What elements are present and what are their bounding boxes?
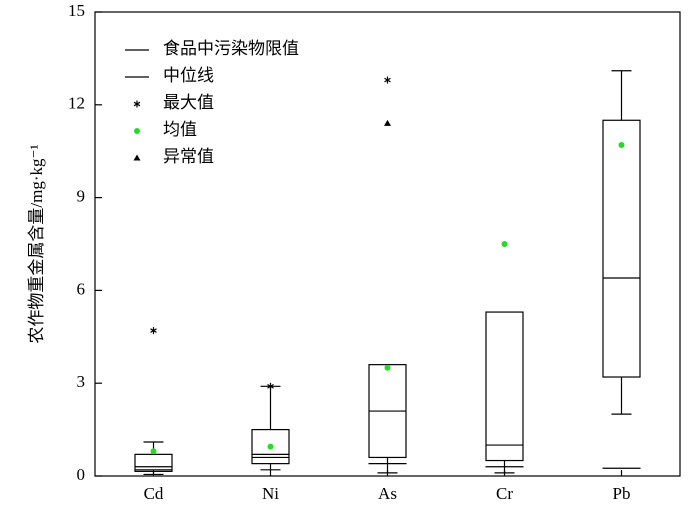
legend-mean	[134, 128, 140, 134]
y-tick-label: 12	[68, 94, 85, 113]
max-stroke	[384, 77, 391, 83]
legend-label: 均值	[163, 120, 197, 139]
max-marker	[267, 382, 274, 390]
y-tick-label: 6	[77, 279, 86, 298]
max-stroke	[133, 101, 141, 107]
max-stroke	[267, 383, 274, 389]
legend-label: 中位线	[163, 66, 214, 85]
mean	[618, 142, 625, 149]
x-tick-label: Cr	[496, 484, 513, 503]
y-tick-label: 0	[77, 465, 86, 484]
box	[134, 453, 173, 472]
y-tick-label: 15	[68, 1, 85, 20]
mean	[150, 448, 157, 455]
x-tick-label: Cd	[144, 484, 164, 503]
box	[251, 429, 290, 465]
x-tick-label: As	[378, 484, 397, 503]
max-marker	[384, 76, 391, 84]
box	[485, 311, 524, 462]
legend-outlier	[133, 154, 141, 161]
max-marker	[133, 100, 141, 108]
box	[602, 119, 641, 378]
y-tick-label: 9	[77, 187, 86, 206]
max-stroke	[150, 328, 157, 333]
mean	[384, 364, 391, 371]
x-tick-label: Pb	[613, 484, 631, 503]
mean	[267, 443, 274, 450]
y-tick-label: 3	[77, 372, 86, 391]
y-axis-label: 农作物重金属含量/mg·kg⁻¹	[27, 144, 46, 343]
max-marker	[150, 327, 157, 335]
outlier	[384, 119, 391, 126]
legend-label: 最大值	[163, 93, 214, 112]
x-tick-label: Ni	[262, 484, 279, 503]
mean	[501, 241, 508, 247]
legend-label: 食品中污染物限值	[163, 39, 299, 58]
legend-label: 异常值	[163, 147, 214, 166]
